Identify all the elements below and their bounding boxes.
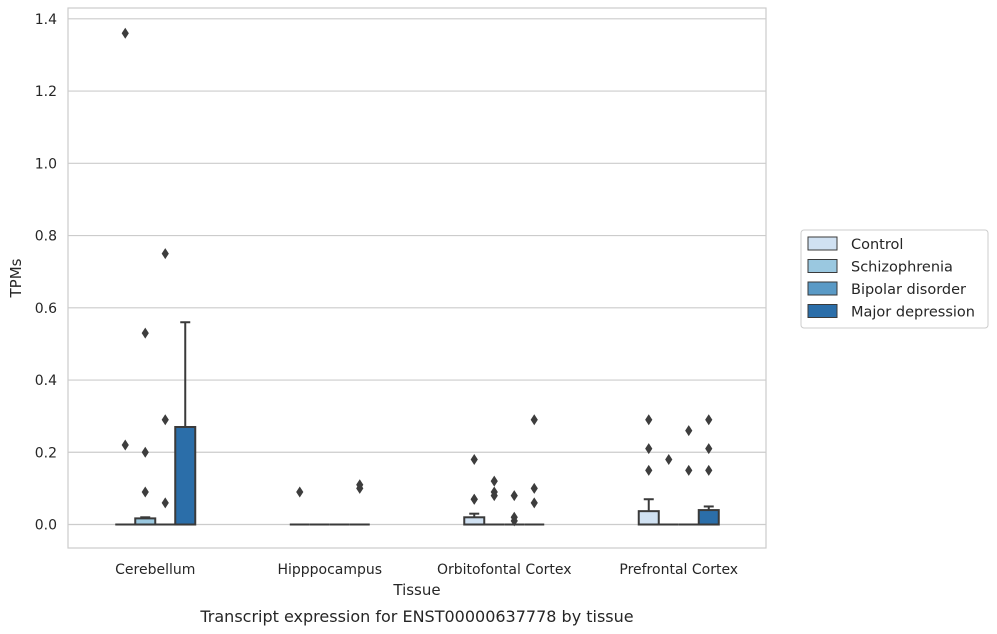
y-tick-label: 1.0 — [35, 156, 57, 172]
y-axis-ticks: 0.0 0.2 0.4 0.6 0.8 1.0 1.2 1.4 — [35, 12, 57, 534]
outlier-point — [470, 493, 478, 505]
x-tick-label: Orbitofontal Cortex — [437, 562, 572, 578]
y-tick-label: 0.6 — [35, 301, 57, 317]
legend-label: Major depression — [851, 305, 975, 321]
legend-swatch — [807, 281, 838, 296]
box-body — [463, 516, 486, 526]
x-tick-label: Cerebellum — [115, 562, 195, 578]
outlier-point — [510, 515, 518, 527]
outlier-point — [530, 497, 538, 509]
outlier-point — [705, 443, 713, 455]
legend-label: Control — [851, 237, 903, 253]
box-major-depression — [697, 505, 720, 526]
boxes — [115, 321, 720, 526]
grid-lines — [68, 18, 766, 526]
outlier-point — [685, 425, 693, 437]
x-tick-label: Prefrontal Cortex — [619, 562, 738, 578]
outlier-point — [296, 486, 304, 498]
outlier-point — [685, 464, 693, 476]
box-body — [637, 510, 660, 526]
legend-swatch — [807, 236, 838, 251]
outlier-point — [645, 464, 653, 476]
box-control — [463, 512, 486, 526]
box-control — [637, 498, 660, 526]
outlier-point — [121, 439, 129, 451]
y-axis-label: TPMs — [7, 258, 25, 298]
outlier-point — [121, 27, 129, 39]
outlier-point — [356, 482, 364, 494]
y-tick-label: 0.4 — [35, 373, 57, 389]
outlier-point — [161, 497, 169, 509]
legend-label: Bipolar disorder — [851, 282, 966, 298]
y-tick-label: 1.4 — [35, 12, 57, 28]
x-axis-label: Tissue — [392, 581, 440, 599]
outlier-point — [645, 443, 653, 455]
y-tick-label: 1.2 — [35, 84, 57, 100]
x-axis-ticks: Cerebellum Hipppocampus Orbitofontal Corte… — [115, 562, 738, 578]
outlier-point — [645, 414, 653, 426]
outlier-point — [161, 414, 169, 426]
y-tick-label: 0.0 — [35, 518, 57, 534]
box-major-depression — [174, 321, 197, 526]
outlier-point — [141, 486, 149, 498]
x-tick-label: Hipppocampus — [277, 562, 382, 578]
box-body — [174, 425, 197, 526]
box-body — [697, 509, 720, 526]
outlier-point — [470, 454, 478, 466]
outlier-point — [705, 464, 713, 476]
outlier-point — [530, 414, 538, 426]
legend-swatch — [807, 304, 838, 318]
y-tick-label: 0.8 — [35, 229, 57, 245]
outlier-point — [490, 490, 498, 502]
outlier-point — [665, 454, 673, 466]
outlier-point — [141, 327, 149, 339]
legend-swatch — [807, 259, 838, 273]
outlier-point — [490, 475, 498, 487]
outlier-point — [141, 446, 149, 458]
outlier-point — [530, 482, 538, 494]
box-schizophrenia — [134, 516, 157, 526]
outlier-point — [705, 414, 713, 426]
figure-caption: Transcript expression for ENST0000063777… — [199, 607, 633, 626]
legend-frame — [800, 229, 989, 329]
outlier-point — [510, 490, 518, 502]
legend: Control Schizophrenia Bipolar disorder Majo… — [800, 229, 989, 329]
outlier-point — [161, 248, 169, 260]
outliers — [121, 27, 713, 527]
plot-area-frame — [67, 7, 767, 549]
y-tick-label: 0.2 — [35, 445, 57, 461]
legend-label: Schizophrenia — [851, 260, 953, 276]
